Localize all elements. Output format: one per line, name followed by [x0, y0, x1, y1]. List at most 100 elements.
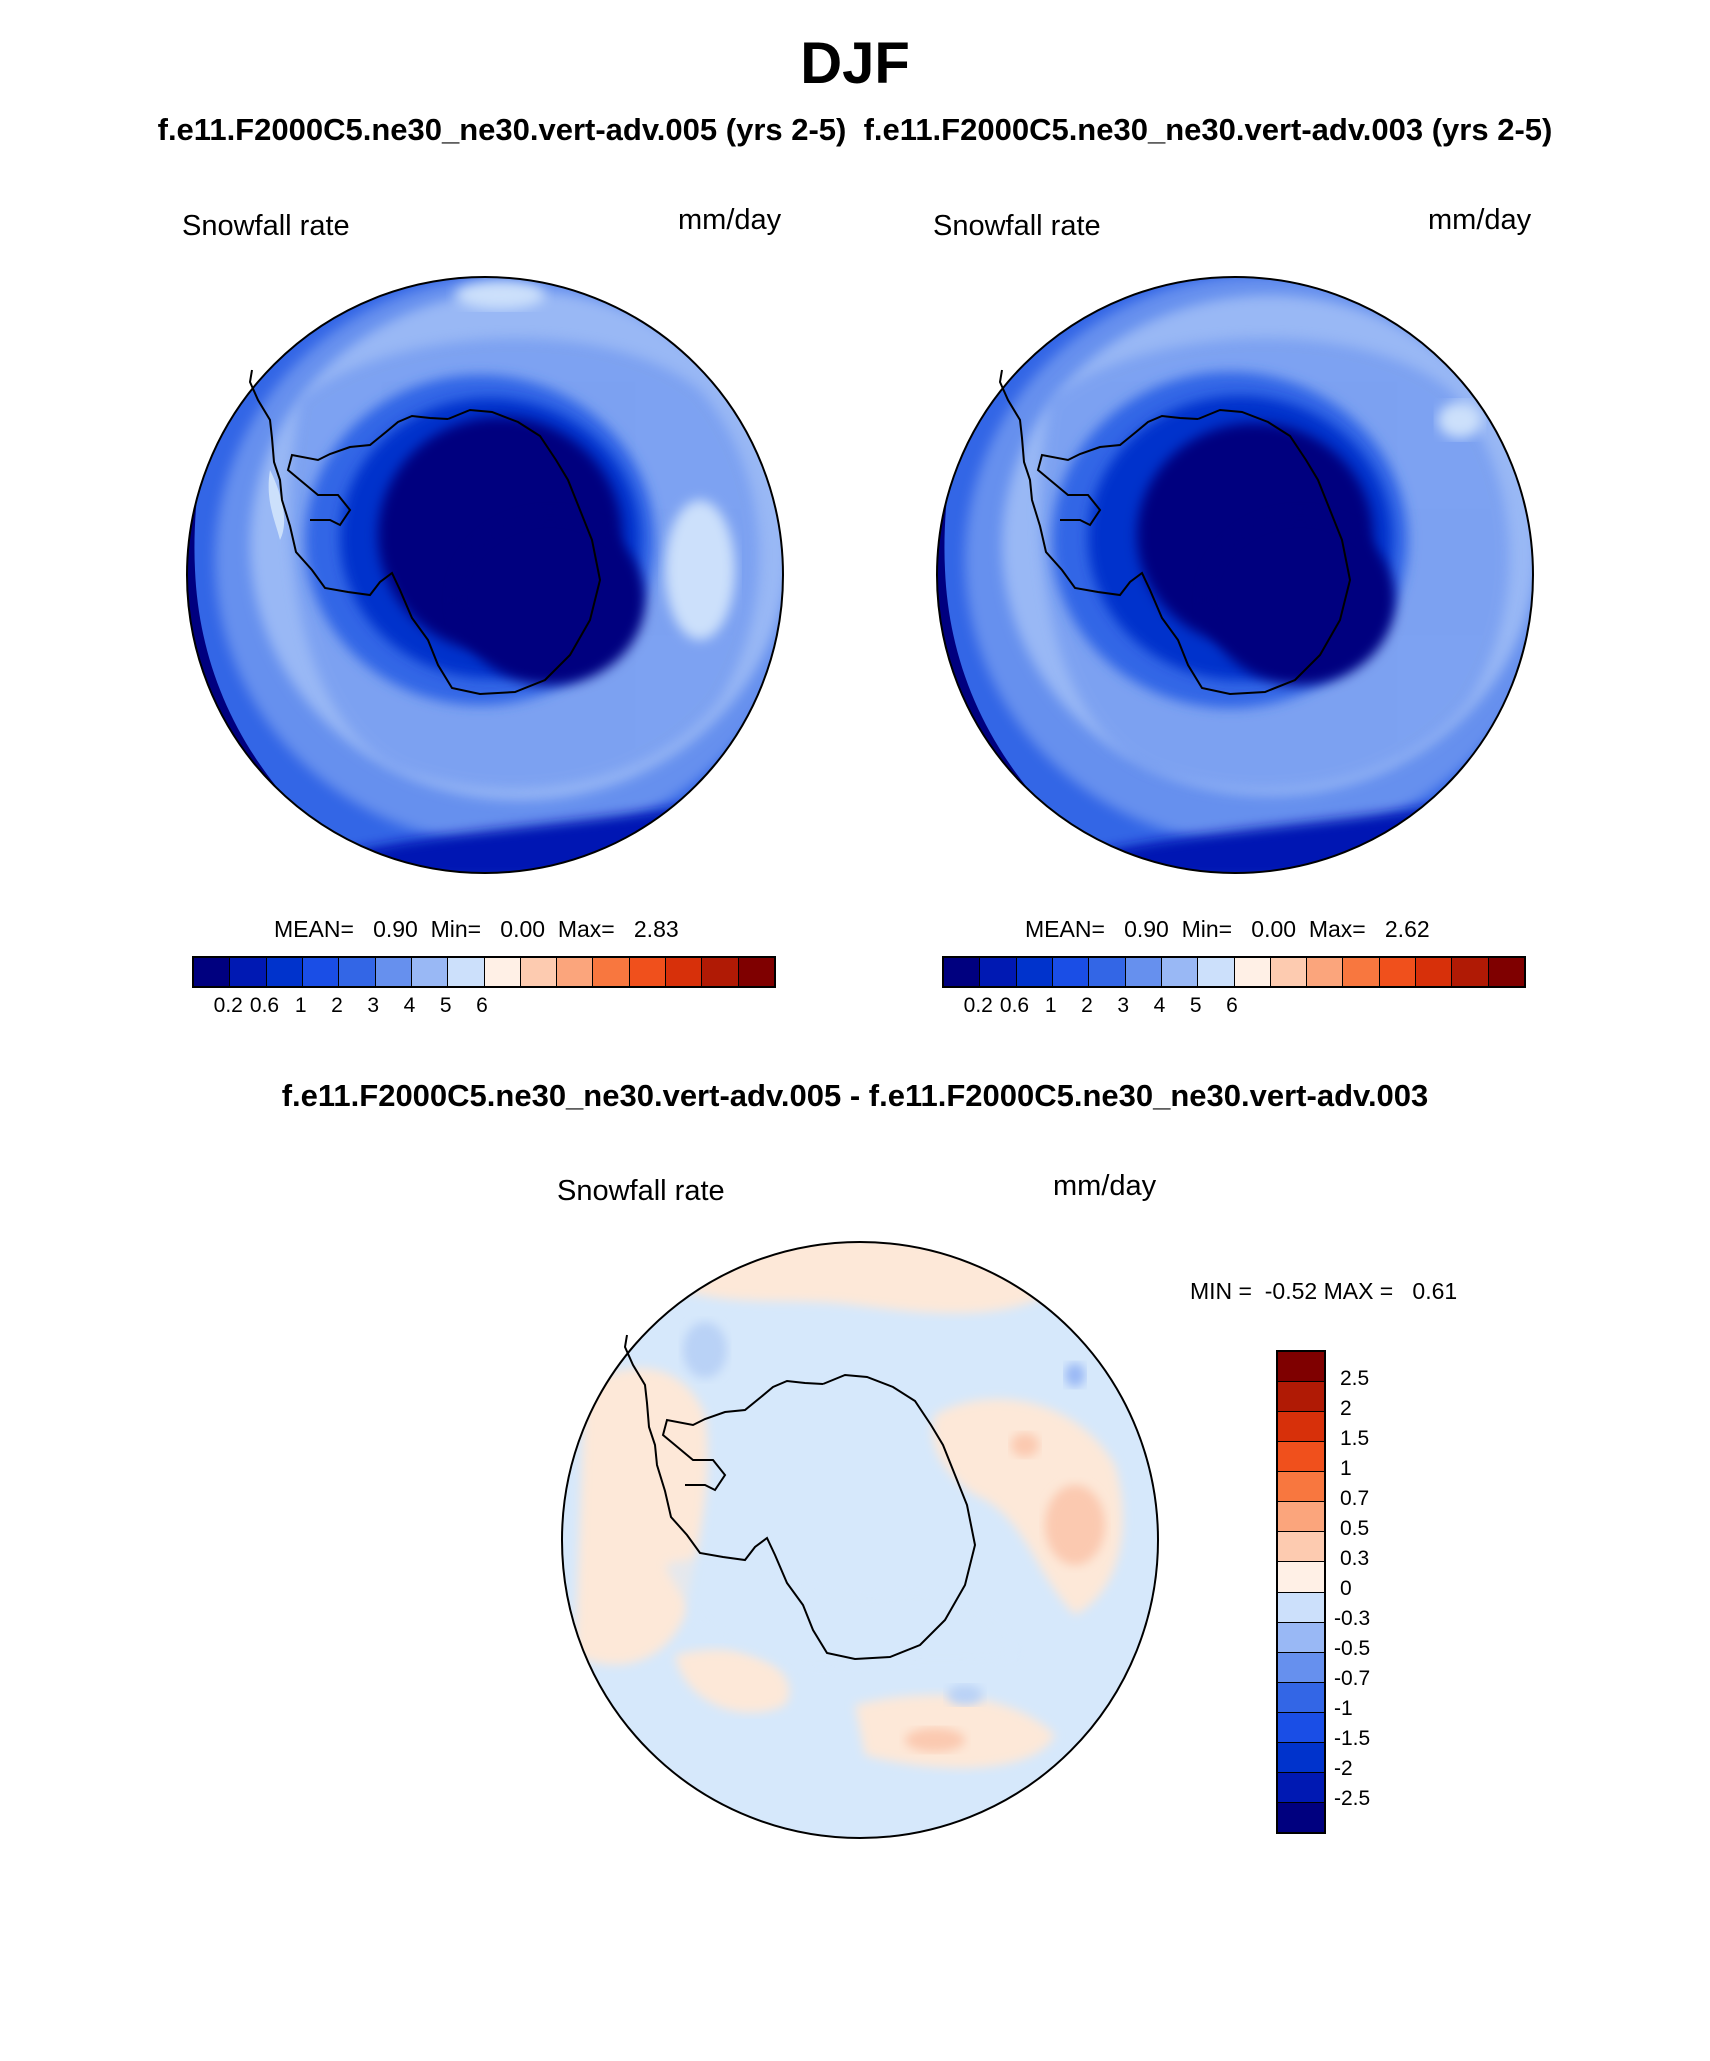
diff-colorbar-swatch-1: [1278, 1382, 1324, 1413]
panel1-colorbar-swatch-0: [194, 958, 231, 986]
panel2-stats: MEAN= 0.90 Min= 0.00 Max= 2.62: [1025, 916, 1430, 943]
panel1-colorbar: [192, 956, 776, 988]
diff-colorbar-swatch-6: [1278, 1532, 1324, 1563]
figure-title: DJF: [800, 31, 910, 96]
diff-colorbar-tick-label: 1: [1340, 1457, 1352, 1480]
panel1-max-value: 2.83: [633, 916, 679, 942]
panel2-colorbar-swatch-3: [1052, 958, 1090, 986]
panel1-colorbar-tick-label: 3: [367, 994, 380, 1017]
panel1-colorbar-swatch-6: [411, 958, 449, 986]
panel1-coastline: [248, 369, 602, 696]
diff-colorbar-tick-label: -0.5: [1334, 1637, 1371, 1660]
diff-colorbar-tick-label: -0.3: [1334, 1607, 1371, 1630]
diff-colorbar-swatch-0: [1278, 1352, 1324, 1383]
diff-colorbar-swatch-12: [1278, 1712, 1324, 1743]
diff-colorbar-tick-label: 0.3: [1340, 1547, 1370, 1570]
diff-colorbar-tick-label: 1.5: [1340, 1427, 1370, 1450]
panel2-colorbar-swatch-12: [1379, 958, 1417, 986]
diff-colorbar-tick-label: 2.5: [1340, 1367, 1370, 1390]
diff-colorbar-tick-label: -1: [1334, 1697, 1353, 1720]
panel2-colorbar-tick-label: 0.2: [963, 994, 993, 1017]
panel1-colorbar-swatch-10: [557, 958, 594, 986]
panel1-units: mm/day: [678, 204, 782, 236]
panel1-colorbar-swatch-14: [702, 958, 739, 986]
panel1-colorbar-swatch-11: [593, 958, 630, 986]
panel2-colorbar-swatch-7: [1198, 958, 1235, 986]
panel1-colorbar-tick-label: 5: [439, 994, 452, 1017]
diff-colorbar-tick-label: -2.5: [1334, 1787, 1371, 1810]
panel2-map: [936, 276, 1534, 874]
panel2-colorbar-swatch-11: [1343, 958, 1380, 986]
diff-colorbar-swatch-5: [1278, 1502, 1324, 1533]
diff-colorbar-swatch-2: [1278, 1412, 1324, 1443]
panel1-min-value: 0.00: [500, 916, 546, 942]
panel1-colorbar-tick-label: 1: [294, 994, 307, 1017]
diff-title: f.e11.F2000C5.ne30_ne30.vert-adv.005 - f…: [281, 1078, 1429, 1113]
diff-units: mm/day: [1053, 1170, 1157, 1202]
diff-colorbar-tick-label: 0.5: [1340, 1517, 1370, 1540]
panel1-colorbar-swatch-7: [448, 958, 485, 986]
panel2-colorbar-swatch-6: [1161, 958, 1199, 986]
panel1-colorbar-swatch-9: [520, 958, 558, 986]
diff-colorbar-tick-label: -0.7: [1334, 1667, 1371, 1690]
diff-colorbar-tick-label: 2: [1340, 1397, 1352, 1420]
panel1-colorbar-swatch-4: [339, 958, 376, 986]
panel1-colorbar-tick-label: 6: [476, 994, 488, 1017]
panel2-min-value: 0.00: [1251, 916, 1297, 942]
panel2-colorbar-tick-label: 2: [1081, 994, 1093, 1017]
panel1-colorbar-swatch-1: [230, 958, 267, 986]
panel1-colorbar-tick-label: 0.2: [213, 994, 243, 1017]
panel2-max-value: 2.62: [1384, 916, 1430, 942]
diff-colorbar-tick-label: 0.7: [1340, 1487, 1370, 1510]
panel2-colorbar-swatch-14: [1452, 958, 1489, 986]
diff-map: [561, 1241, 1159, 1839]
panel1-var-label: Snowfall rate: [182, 210, 350, 242]
panel2-colorbar: [942, 956, 1526, 988]
panel1-max-label: Max=: [557, 916, 615, 942]
panel2-var-label: Snowfall rate: [933, 210, 1101, 242]
panel1-colorbar-swatch-15: [738, 958, 774, 986]
panel1-mean-label: MEAN=: [274, 916, 354, 942]
panel1-colorbar-tick-label: 4: [403, 994, 416, 1017]
diff-colorbar-swatch-14: [1278, 1772, 1324, 1803]
diff-colorbar-swatch-4: [1278, 1472, 1324, 1503]
panel2-colorbar-tick-label: 4: [1153, 994, 1166, 1017]
panel1-colorbar-tick-label: 2: [331, 994, 343, 1017]
panel1-colorbar-swatch-13: [666, 958, 703, 986]
panel1-colorbar-swatch-3: [302, 958, 340, 986]
panel1-mean-value: 0.90: [373, 916, 418, 942]
panel2-colorbar-swatch-9: [1270, 958, 1308, 986]
subtitle-left: f.e11.F2000C5.ne30_ne30.vert-adv.005 (yr…: [157, 112, 847, 147]
diff-coastline: [623, 1334, 977, 1661]
panel1-colorbar-swatch-12: [629, 958, 667, 986]
panel2-colorbar-swatch-1: [980, 958, 1017, 986]
diff-colorbar-swatch-15: [1278, 1802, 1324, 1832]
diff-colorbar-swatch-7: [1278, 1562, 1324, 1593]
panel2-colorbar-swatch-0: [944, 958, 981, 986]
panel2-min-label: Min=: [1181, 916, 1233, 942]
diff-colorbar-swatch-8: [1278, 1592, 1324, 1623]
panel2-colorbar-swatch-8: [1234, 958, 1271, 986]
panel1-min-label: Min=: [430, 916, 482, 942]
panel2-colorbar-swatch-13: [1416, 958, 1453, 986]
panel1-map: [186, 276, 784, 874]
diff-var-label: Snowfall rate: [557, 1175, 725, 1207]
panel2-colorbar-tick-label: 5: [1189, 994, 1202, 1017]
panel2-colorbar-tick-label: 3: [1117, 994, 1130, 1017]
diff-colorbar-swatch-11: [1278, 1682, 1324, 1713]
diff-minmax: MIN = -0.52 MAX = 0.61: [1190, 1278, 1458, 1304]
panel1-colorbar-swatch-2: [266, 958, 303, 986]
diff-colorbar-tick-label: -2: [1334, 1757, 1353, 1780]
panel2-mean-value: 0.90: [1124, 916, 1169, 942]
panel2-mean-label: MEAN=: [1025, 916, 1105, 942]
diff-colorbar: [1276, 1350, 1326, 1834]
panel1-stats: MEAN= 0.90 Min= 0.00 Max= 2.83: [274, 916, 679, 943]
figure-subtitle: f.e11.F2000C5.ne30_ne30.vert-adv.005 (yr…: [0, 112, 1710, 148]
diff-colorbar-swatch-10: [1278, 1652, 1324, 1683]
diff-colorbar-swatch-3: [1278, 1442, 1324, 1473]
panel2-colorbar-tick-label: 0.6: [999, 994, 1030, 1017]
panel2-colorbar-swatch-2: [1016, 958, 1053, 986]
panel2-colorbar-swatch-15: [1488, 958, 1524, 986]
panel2-colorbar-swatch-5: [1125, 958, 1162, 986]
panel1-colorbar-swatch-5: [375, 958, 412, 986]
